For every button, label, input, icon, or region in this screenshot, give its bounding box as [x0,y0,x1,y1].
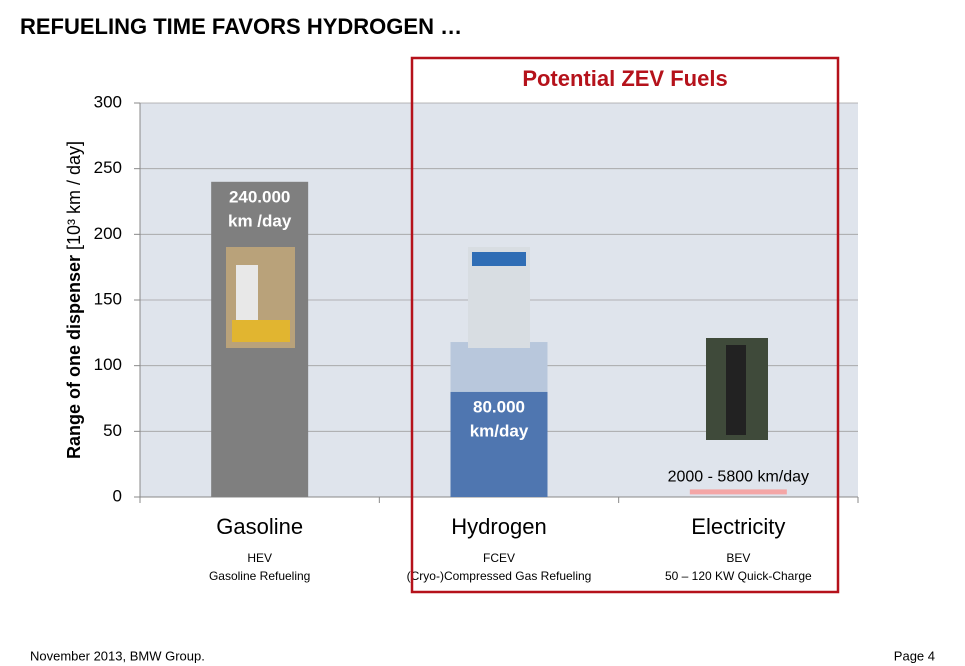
bar [689,489,787,495]
photo-detail [726,345,746,435]
x-tick-label: Hydrogen [451,514,546,539]
value-label: 80.000 [473,397,525,416]
x-sublabel: FCEV [483,551,515,565]
value-label: km/day [470,421,529,440]
x-tick-label: Gasoline [216,514,303,539]
plot: 0 50 100 150 200 250 300 240.000 km /day Gasoline… [94,92,859,583]
bar [450,391,548,497]
value-label: km /day [228,211,292,230]
y-tick-label: 300 [94,92,122,111]
x-tick-label: Electricity [691,514,785,539]
x-description: (Cryo-)Compressed Gas Refueling [407,569,592,583]
y-axis-unit: [10³ km / day] [64,141,84,250]
footer-left: November 2013, BMW Group. [30,648,205,663]
slide-title: REFUELING TIME FAVORS HYDROGEN … [20,14,462,39]
x-sublabel: BEV [726,551,750,565]
highlight-title: Potential ZEV Fuels [522,66,727,91]
footer-right: Page 4 [894,648,935,663]
x-description: Gasoline Refueling [209,569,310,583]
y-tick-label: 0 [113,486,122,505]
y-tick-label: 50 [103,421,122,440]
value-label: 240.000 [229,187,290,206]
photo-detail [232,320,290,342]
y-axis-label: Range of one dispenser [64,255,84,459]
y-tick-label: 150 [94,289,122,308]
value-label: 2000 - 5800 km/day [668,469,809,486]
y-tick-label: 100 [94,355,122,374]
bar-upper-range [450,342,548,392]
highlight-box [410,56,840,594]
y-tick-label: 250 [94,158,122,177]
x-sublabel: HEV [247,551,272,565]
x-description: 50 – 120 KW Quick-Charge [665,569,812,583]
photo-detail [236,265,258,325]
photo-detail [472,252,526,266]
y-tick-label: 200 [94,224,122,243]
y-axis-title: Range of one dispenser [10³ km / day] [64,141,84,459]
